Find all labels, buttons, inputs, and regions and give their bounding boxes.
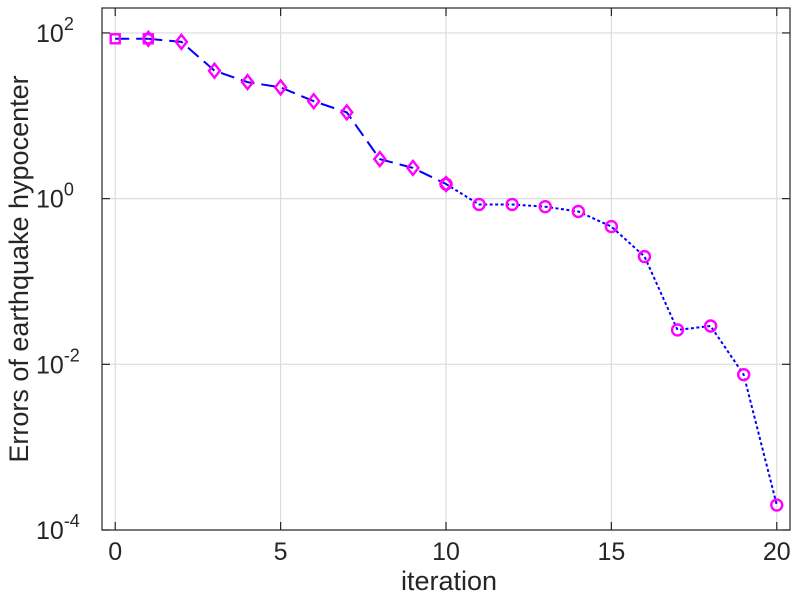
y-tick-label-exponent: 0 [64,180,74,200]
data-point-circle [472,197,486,212]
y-tick-label-exponent: 2 [64,14,74,34]
series-line-diamond [148,37,447,185]
x-tick-label: 0 [108,538,122,566]
data-point-circle [670,323,685,337]
data-point-diamond [339,103,354,122]
y-tick-label: 102 [36,14,74,48]
data-point-diamond [240,73,255,92]
marker-layer [109,29,784,512]
data-point-circle [736,367,751,382]
data-point-diamond [207,61,222,80]
y-tick-label-base: 10 [36,351,64,379]
x-axis-label: iteration [401,566,497,596]
x-tick-label: 10 [432,538,460,566]
y-axis-label: Errors of earthquake hypocenter [4,75,34,462]
y-tick-label-base: 10 [36,20,64,48]
data-point-square [109,33,121,45]
data-point-diamond [405,158,420,177]
y-tick-label-exponent: -4 [64,511,80,531]
data-point-diamond [141,29,156,48]
y-tick-label-base: 10 [36,186,64,214]
tick-layer [102,8,790,531]
data-point-circle [571,204,586,219]
series-line-circle [445,183,778,506]
x-tick-label: 5 [274,538,288,566]
grid-layer [102,8,790,531]
data-point-circle [505,197,519,212]
data-point-circle [637,249,652,264]
y-tick-label: 10-4 [36,511,80,545]
x-tick-label: 20 [763,538,791,566]
data-point-diamond [306,92,321,111]
data-point-diamond [174,32,189,51]
data-point-circle [703,319,718,333]
data-point-circle [770,498,784,512]
data-point-circle [604,219,619,234]
x-tick-label: 15 [597,538,625,566]
data-point-circle [439,177,453,191]
data-point-circle [538,199,552,214]
y-tick-label-base: 10 [36,517,64,545]
y-tick-label: 100 [36,180,74,214]
data-point-diamond [372,150,387,169]
y-tick-label-exponent: -2 [64,345,80,365]
data-point-diamond [273,78,288,97]
y-tick-label: 10-2 [36,345,80,379]
